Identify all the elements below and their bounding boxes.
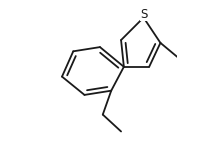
Text: S: S: [141, 8, 148, 21]
